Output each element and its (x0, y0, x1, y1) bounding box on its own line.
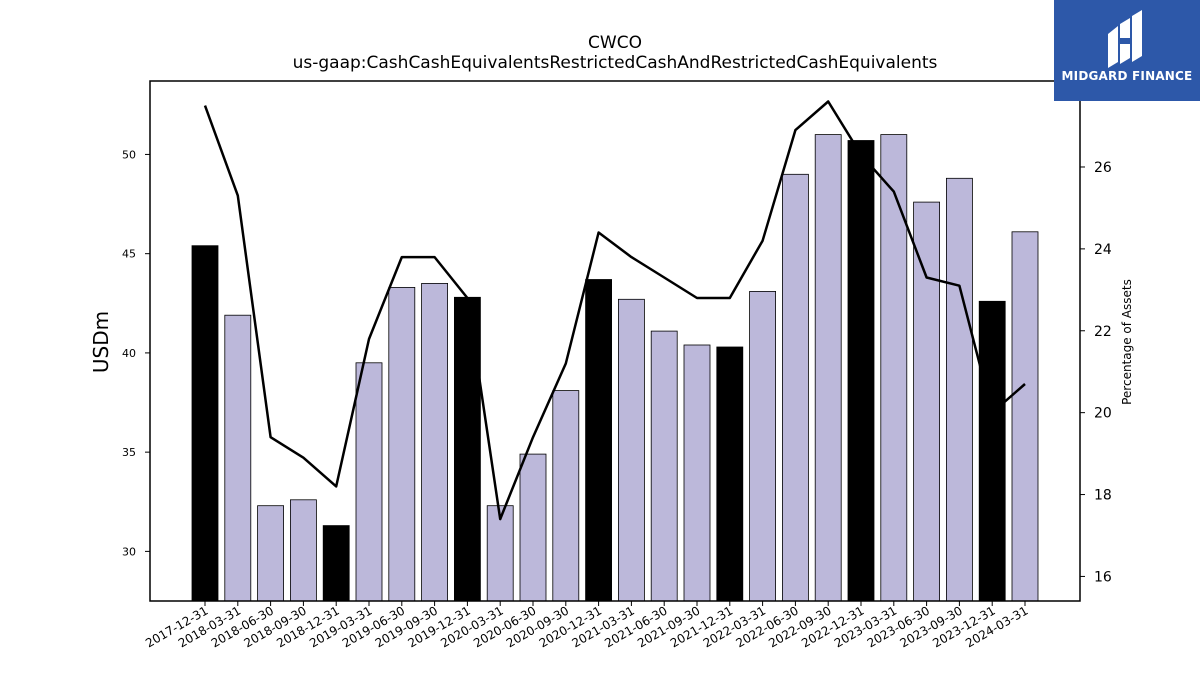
y2-tick-label: 20 (1094, 406, 1112, 422)
bar-2024-03-31 (1011, 231, 1039, 602)
brand-name: MIDGARD FINANCE (1061, 69, 1193, 83)
bar-2023-09-30 (946, 177, 973, 602)
y2-tick-label: 18 (1094, 488, 1112, 504)
bar-2021-03-31 (618, 298, 645, 602)
y-tick-label: 50 (122, 148, 136, 161)
plot-frame (149, 80, 1081, 602)
y-tick-label: 30 (122, 545, 136, 558)
bar-2018-03-31 (224, 314, 252, 602)
bar-2020-06-30 (519, 453, 547, 602)
y-tick-label: 45 (122, 248, 136, 261)
bar-2023-03-31 (880, 134, 908, 602)
brand-mark-icon (1108, 10, 1142, 68)
bar-2022-06-30 (782, 173, 809, 602)
bar-2022-09-30 (814, 134, 842, 602)
bar-2018-06-30 (257, 505, 285, 602)
bar-2021-06-30 (650, 330, 678, 602)
y2-tick-label: 24 (1094, 242, 1112, 258)
y2-tick-label: 16 (1094, 569, 1112, 585)
bar-2022-03-31 (749, 290, 776, 602)
bar-2019-09-30 (421, 282, 449, 602)
bar-2018-12-31 (322, 525, 350, 602)
percentage-of-assets-line (203, 100, 1026, 521)
y2-axis-label: Percentage of Assets (1120, 279, 1134, 405)
chart-title: CWCO (588, 33, 642, 53)
bar-2022-12-31 (847, 140, 875, 602)
x-axis-ticks: 2017-12-312018-03-312018-06-302018-09-30… (143, 601, 1031, 650)
bar-2017-12-31 (191, 245, 219, 602)
bar-2019-03-31 (355, 362, 383, 602)
bar-2021-09-30 (683, 344, 711, 602)
y-tick-label: 40 (122, 347, 136, 360)
bar-2021-12-31 (716, 346, 744, 602)
bar-2018-09-30 (289, 499, 317, 602)
chart-subtitle: us-gaap:CashCashEquivalentsRestrictedCas… (292, 53, 938, 73)
left-axis-ticks: 30 35 40 45 50 (122, 148, 150, 558)
bar-2019-06-30 (388, 286, 416, 602)
y-tick-label: 35 (122, 446, 136, 459)
bar-2023-12-31 (978, 300, 1006, 602)
bar-2020-09-30 (552, 390, 580, 602)
bar-2020-03-31 (486, 505, 514, 602)
bar-2020-12-31 (585, 279, 612, 602)
bar-series (191, 134, 1039, 602)
y-axis-label: USDm (89, 311, 113, 373)
y2-tick-label: 26 (1094, 160, 1112, 176)
right-axis-ticks: 16 18 20 22 24 26 (1080, 160, 1112, 585)
y2-tick-label: 22 (1094, 324, 1112, 340)
bar-2023-06-30 (913, 201, 940, 602)
bar-2019-12-31 (453, 296, 481, 602)
line-series (203, 100, 1026, 521)
brand-logo: MIDGARD FINANCE (1054, 0, 1200, 101)
